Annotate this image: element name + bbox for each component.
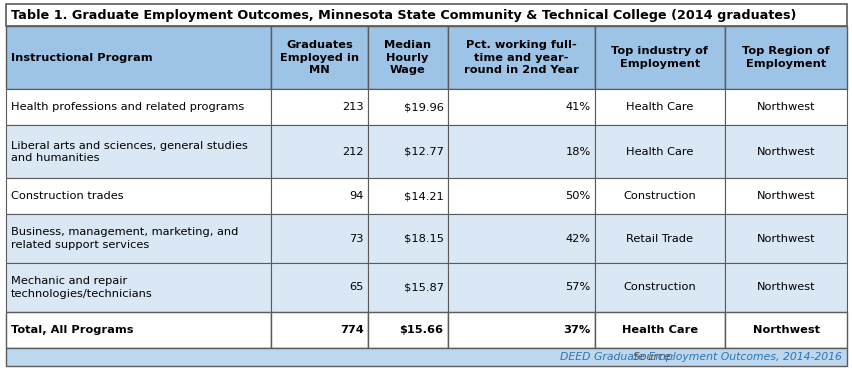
Text: $15.87: $15.87 [403, 282, 443, 292]
Bar [447, 89, 594, 125]
Text: 213: 213 [342, 102, 363, 112]
Text: Total, All Programs: Total, All Programs [11, 325, 134, 335]
Text: Northwest: Northwest [756, 282, 815, 292]
Text: 41%: 41% [565, 102, 590, 112]
Bar [724, 263, 846, 312]
Bar [6, 4, 846, 26]
Bar [6, 348, 846, 366]
Bar [271, 263, 367, 312]
Text: Top industry of
Employment: Top industry of Employment [611, 47, 707, 69]
Text: 212: 212 [342, 147, 363, 157]
Bar [367, 26, 447, 89]
Bar [367, 178, 447, 214]
Text: Northwest: Northwest [751, 325, 819, 335]
Text: Health professions and related programs: Health professions and related programs [11, 102, 244, 112]
Text: Construction trades: Construction trades [11, 191, 124, 201]
Text: 37%: 37% [563, 325, 590, 335]
Bar [724, 178, 846, 214]
Bar [594, 214, 724, 263]
Bar [367, 89, 447, 125]
Text: 94: 94 [348, 191, 363, 201]
Text: Health Care: Health Care [625, 102, 693, 112]
Text: Source:: Source: [632, 352, 676, 362]
Text: Northwest: Northwest [756, 147, 815, 157]
Bar [6, 178, 271, 214]
Text: Northwest: Northwest [756, 233, 815, 243]
Bar [594, 178, 724, 214]
Text: Retail Trade: Retail Trade [625, 233, 693, 243]
Bar [447, 263, 594, 312]
Text: Graduates
Employed in
MN: Graduates Employed in MN [279, 40, 359, 75]
Bar [447, 214, 594, 263]
Text: $19.96: $19.96 [403, 102, 443, 112]
Text: Northwest: Northwest [756, 102, 815, 112]
Bar [6, 89, 271, 125]
Bar [271, 214, 367, 263]
Text: Instructional Program: Instructional Program [11, 53, 153, 63]
Bar [594, 26, 724, 89]
Bar [447, 312, 594, 348]
Bar [271, 178, 367, 214]
Text: Health Care: Health Care [621, 325, 697, 335]
Text: DEED Graduate Employment Outcomes, 2014-2016: DEED Graduate Employment Outcomes, 2014-… [560, 352, 841, 362]
Text: Median
Hourly
Wage: Median Hourly Wage [383, 40, 430, 75]
Bar [6, 263, 271, 312]
Text: 18%: 18% [565, 147, 590, 157]
Text: $12.77: $12.77 [403, 147, 443, 157]
Bar [367, 312, 447, 348]
Text: Pct. working full-
time and year-
round in 2nd Year: Pct. working full- time and year- round … [463, 40, 578, 75]
Text: 57%: 57% [565, 282, 590, 292]
Text: 42%: 42% [565, 233, 590, 243]
Text: Business, management, marketing, and
related support services: Business, management, marketing, and rel… [11, 227, 238, 250]
Bar [6, 214, 271, 263]
Bar [594, 312, 724, 348]
Text: Health Care: Health Care [625, 147, 693, 157]
Bar [724, 26, 846, 89]
Text: Table 1. Graduate Employment Outcomes, Minnesota State Community & Technical Col: Table 1. Graduate Employment Outcomes, M… [11, 9, 796, 21]
Text: Northwest: Northwest [756, 191, 815, 201]
Text: Top Region of
Employment: Top Region of Employment [741, 47, 829, 69]
Bar [724, 214, 846, 263]
Bar [271, 89, 367, 125]
Text: Liberal arts and sciences, general studies
and humanities: Liberal arts and sciences, general studi… [11, 141, 248, 163]
Text: Construction: Construction [623, 282, 695, 292]
Bar [367, 263, 447, 312]
Text: Construction: Construction [623, 191, 695, 201]
Bar [447, 26, 594, 89]
Bar [724, 312, 846, 348]
Text: 50%: 50% [565, 191, 590, 201]
Bar [271, 312, 367, 348]
Bar [367, 125, 447, 178]
Bar [6, 125, 271, 178]
Bar [367, 214, 447, 263]
Bar [594, 89, 724, 125]
Bar [447, 178, 594, 214]
Text: $18.15: $18.15 [403, 233, 443, 243]
Text: 774: 774 [339, 325, 363, 335]
Bar [6, 312, 271, 348]
Bar [271, 26, 367, 89]
Text: Mechanic and repair
technologies/technicians: Mechanic and repair technologies/technic… [11, 276, 153, 299]
Text: $14.21: $14.21 [403, 191, 443, 201]
Bar [594, 125, 724, 178]
Text: 65: 65 [348, 282, 363, 292]
Text: $15.66: $15.66 [399, 325, 443, 335]
Bar [6, 26, 271, 89]
Text: 73: 73 [348, 233, 363, 243]
Bar [447, 125, 594, 178]
Bar [594, 263, 724, 312]
Bar [271, 125, 367, 178]
Bar [724, 89, 846, 125]
Bar [724, 125, 846, 178]
